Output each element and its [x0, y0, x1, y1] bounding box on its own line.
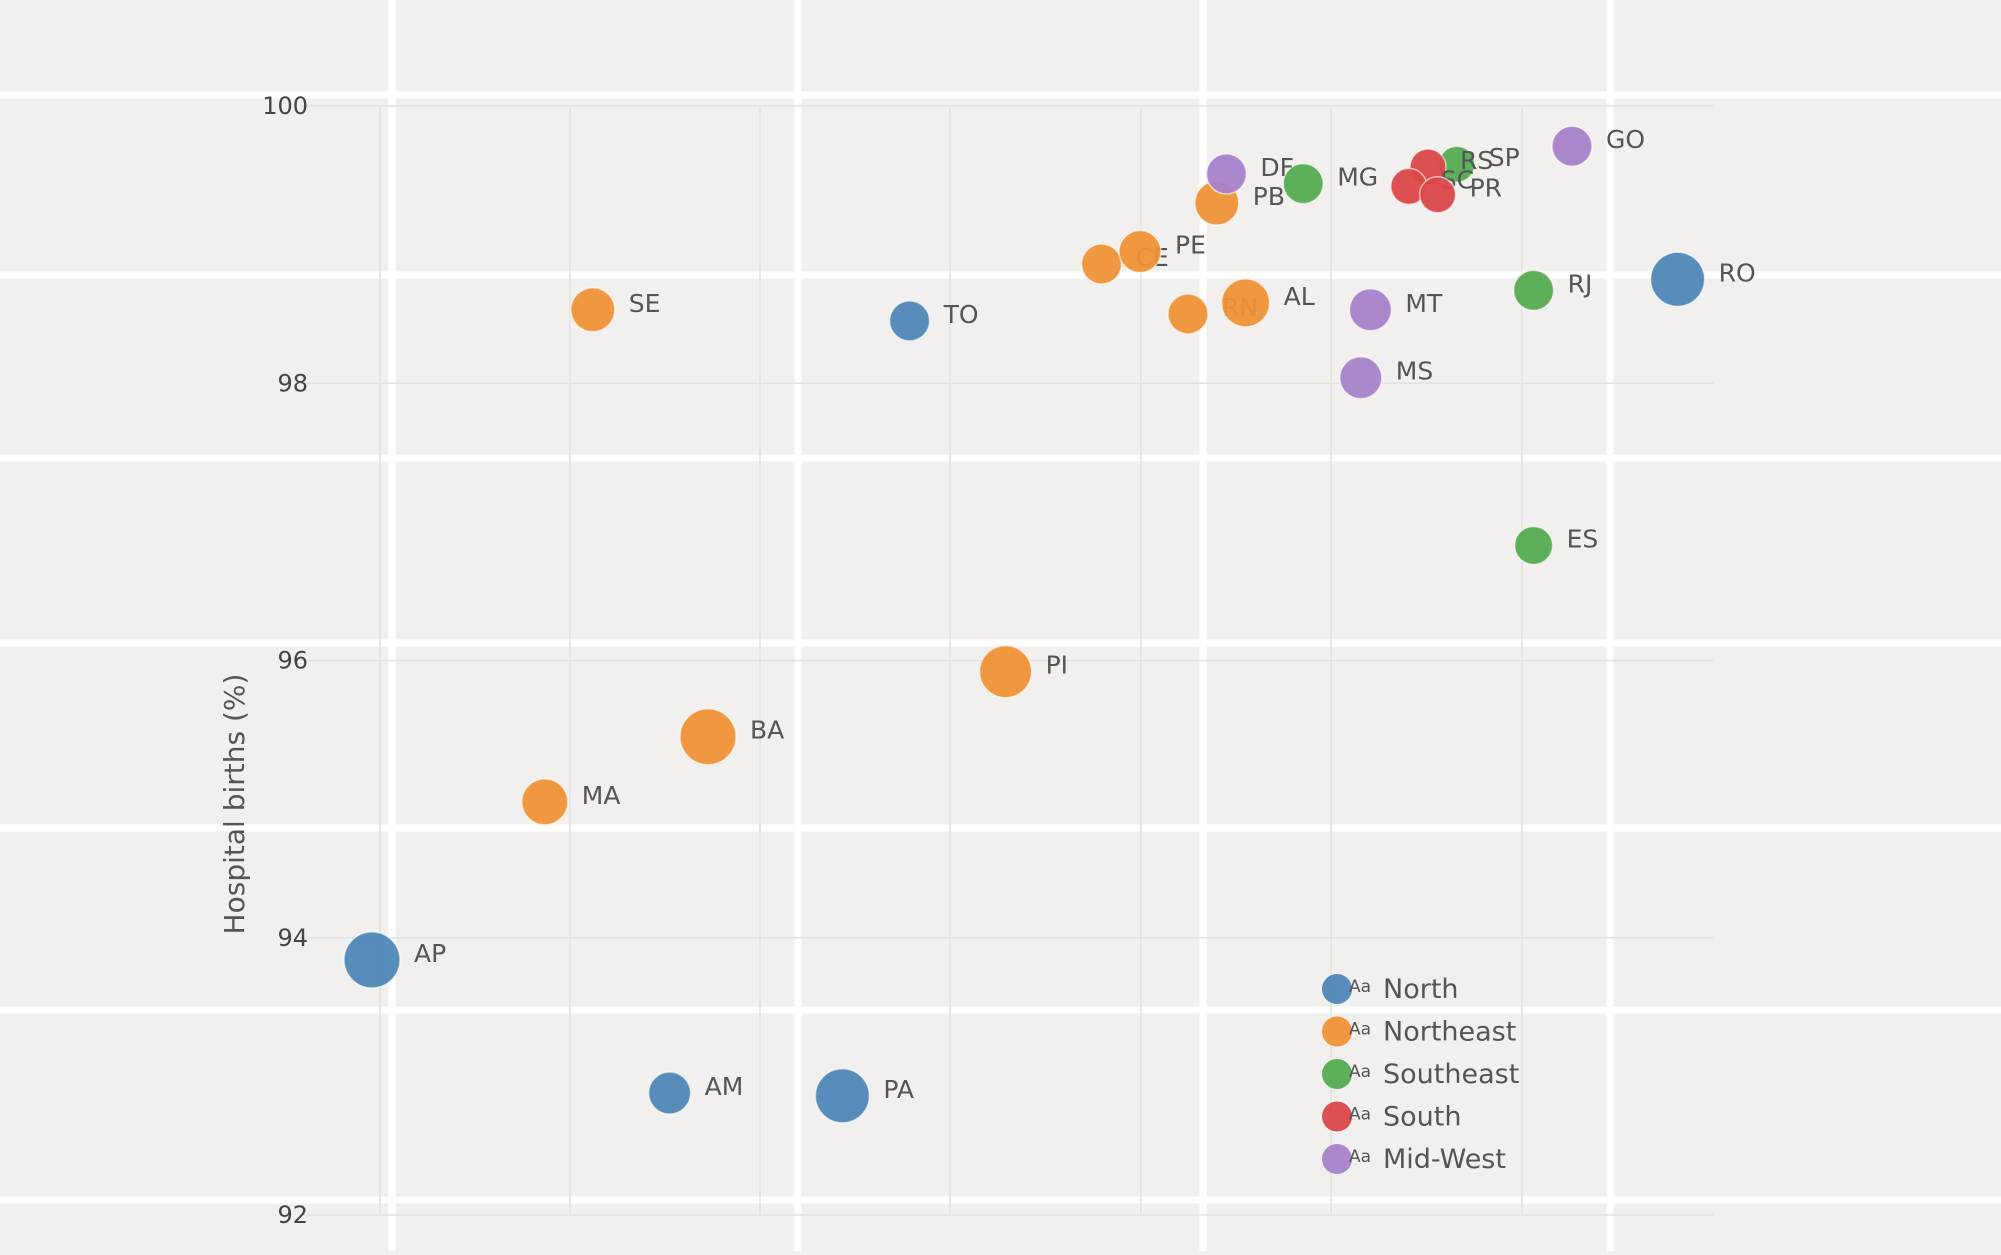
point-marker[interactable]	[1512, 269, 1555, 312]
legend-swatch	[1322, 974, 1352, 1004]
point-marker[interactable]	[647, 1071, 692, 1115]
point-marker[interactable]	[570, 287, 616, 333]
legend-swatch	[1322, 1059, 1352, 1089]
point-al[interactable]: AL	[1220, 278, 1315, 328]
legend-item-mid-west[interactable]: Aa Mid-West	[1322, 1144, 1506, 1175]
point-label: MS	[1396, 357, 1433, 386]
point-marker[interactable]	[814, 1068, 871, 1124]
point-marker[interactable]	[1348, 288, 1393, 332]
point-pe[interactable]: PE	[1118, 229, 1206, 274]
legend-marker-text: Aa	[1349, 977, 1371, 997]
point-label: MG	[1337, 163, 1378, 192]
point-marker[interactable]	[1282, 162, 1324, 205]
legend-marker-text: Aa	[1349, 1147, 1371, 1167]
legend-label: Mid-West	[1383, 1144, 1506, 1175]
point-se[interactable]: SE	[570, 287, 661, 333]
point-label: TO	[943, 300, 979, 329]
point-label: GO	[1606, 125, 1645, 154]
y-axis-ticks: 92 94 96 98 100	[262, 92, 308, 1229]
point-label: RO	[1719, 258, 1756, 287]
y-tick-label: 100	[262, 92, 308, 120]
y-tick-label: 94	[277, 924, 308, 952]
point-mt[interactable]: MT	[1348, 288, 1443, 332]
point-label: BA	[750, 716, 784, 745]
point-go[interactable]: GO	[1551, 125, 1645, 167]
point-label: AM	[705, 1072, 744, 1101]
point-ap[interactable]: AP	[343, 931, 446, 989]
legend: Aa North Aa Northeast Aa Southeast Aa South Aa Mi…	[1322, 974, 1519, 1175]
point-label: PI	[1046, 651, 1068, 680]
point-marker[interactable]	[1513, 525, 1554, 566]
point-label: MA	[582, 781, 621, 810]
point-label: RS	[1460, 146, 1493, 175]
y-tick-label: 96	[277, 647, 308, 675]
legend-item-north[interactable]: Aa North	[1322, 974, 1459, 1005]
point-marker[interactable]	[888, 300, 931, 342]
point-marker[interactable]	[1118, 229, 1162, 274]
point-label: AL	[1284, 282, 1315, 311]
y-tick-label: 92	[277, 1201, 308, 1229]
point-marker[interactable]	[1167, 293, 1209, 335]
y-axis-title: Hospital births (%)	[218, 674, 251, 935]
legend-label: Northeast	[1383, 1017, 1516, 1048]
point-mg[interactable]: MG	[1282, 162, 1378, 205]
legend-swatch	[1322, 1101, 1352, 1132]
point-marker[interactable]	[1339, 355, 1383, 400]
point-label: AP	[414, 939, 446, 968]
point-marker[interactable]	[343, 931, 401, 989]
point-marker[interactable]	[679, 707, 737, 766]
point-sp[interactable]: SP	[1438, 143, 1520, 183]
legend-swatch	[1322, 1144, 1352, 1174]
legend-label: Southeast	[1383, 1059, 1519, 1090]
point-marker[interactable]	[1080, 243, 1123, 285]
point-marker[interactable]	[1551, 125, 1593, 167]
point-label: PB	[1253, 182, 1285, 211]
legend-label: North	[1383, 974, 1459, 1005]
point-marker[interactable]	[1418, 175, 1457, 214]
legend-label: South	[1383, 1102, 1461, 1133]
point-ms[interactable]: MS	[1339, 355, 1433, 400]
point-to[interactable]: TO	[888, 300, 979, 342]
point-marker[interactable]	[1649, 251, 1706, 308]
legend-swatch	[1322, 1016, 1352, 1047]
legend-marker-text: Aa	[1349, 1020, 1371, 1040]
point-label: MT	[1405, 289, 1443, 318]
point-label: PE	[1175, 231, 1206, 260]
data-points: APAMPATOROSEMABAPICEPERNALPBMGSPRJESRSSC…	[343, 125, 1756, 1124]
legend-marker-text: Aa	[1349, 1105, 1371, 1125]
point-pr[interactable]: PR	[1418, 174, 1502, 214]
y-tick-label: 98	[277, 369, 308, 397]
point-es[interactable]: ES	[1513, 524, 1599, 566]
point-label: ES	[1567, 524, 1599, 553]
point-label: PA	[883, 1075, 914, 1104]
point-label: PR	[1470, 174, 1502, 203]
point-ro[interactable]: RO	[1649, 251, 1756, 308]
point-ba[interactable]: BA	[679, 707, 784, 766]
point-marker[interactable]	[978, 644, 1033, 699]
point-df[interactable]: DF	[1205, 153, 1294, 195]
point-marker[interactable]	[1220, 278, 1271, 328]
point-marker[interactable]	[521, 778, 569, 826]
point-label: DF	[1260, 153, 1294, 182]
point-rj[interactable]: RJ	[1512, 269, 1593, 312]
plot-gridlines	[300, 105, 1713, 1216]
legend-item-northeast[interactable]: Aa Northeast	[1322, 1016, 1516, 1048]
point-label: SP	[1489, 143, 1520, 172]
point-marker[interactable]	[1205, 153, 1248, 195]
legend-marker-text: Aa	[1349, 1062, 1371, 1082]
legend-item-southeast[interactable]: Aa Southeast	[1322, 1059, 1519, 1090]
point-label: SE	[629, 289, 661, 318]
point-pi[interactable]: PI	[978, 644, 1068, 699]
point-am[interactable]: AM	[647, 1071, 744, 1115]
point-label: RJ	[1568, 269, 1593, 298]
legend-item-south[interactable]: Aa South	[1322, 1101, 1461, 1133]
point-ma[interactable]: MA	[521, 778, 621, 826]
point-pa[interactable]: PA	[814, 1068, 914, 1124]
